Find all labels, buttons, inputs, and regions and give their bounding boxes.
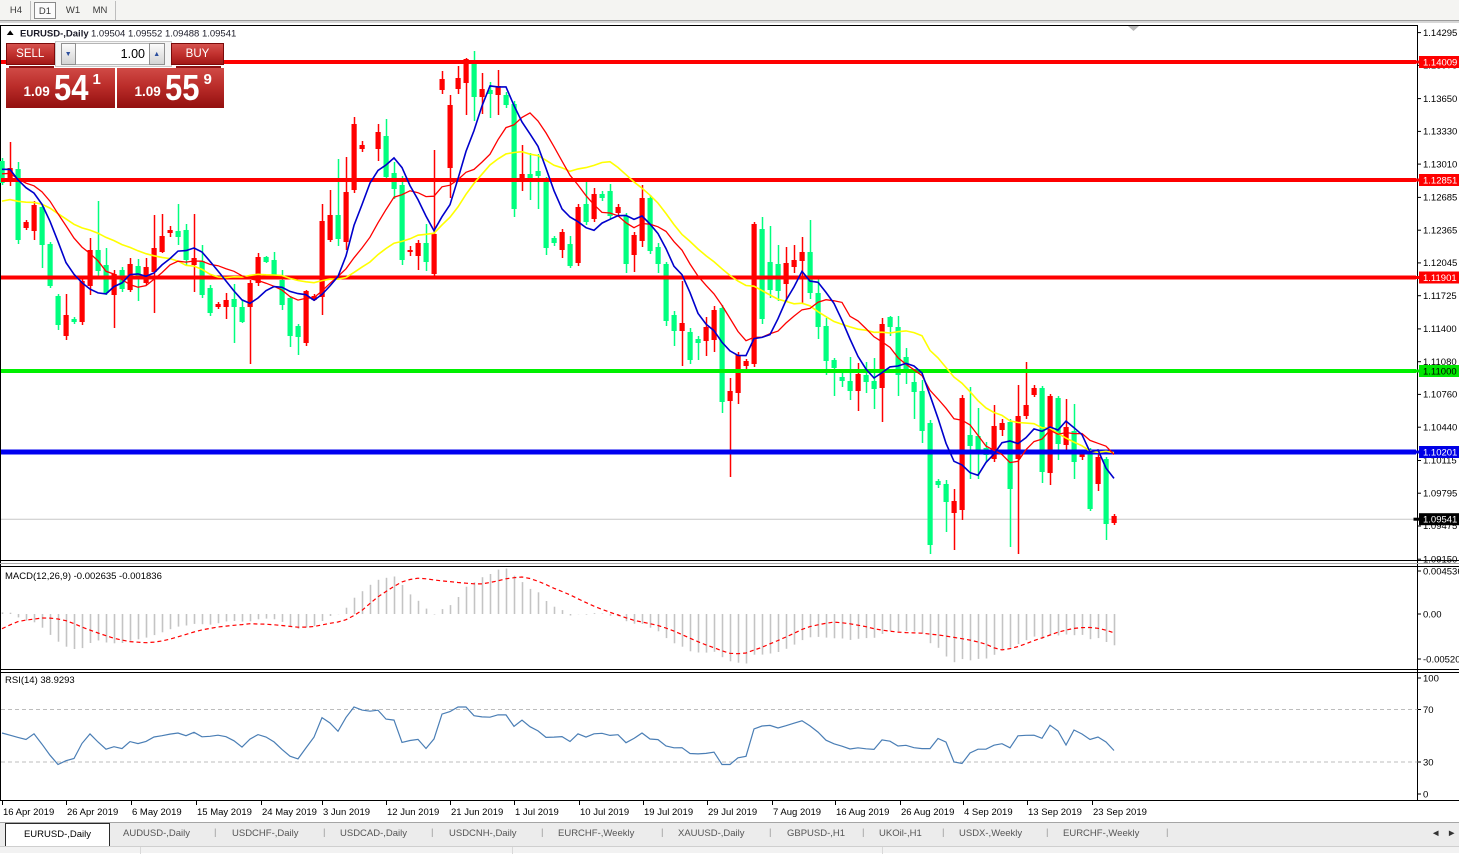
svg-text:-0.00520: -0.00520: [1423, 655, 1459, 666]
svg-text:1.09504 1.09552 1.09488 1.0954: 1.09504 1.09552 1.09488 1.09541: [91, 29, 236, 40]
svg-text:0.00: 0.00: [1423, 610, 1442, 621]
svg-text:26 Aug 2019: 26 Aug 2019: [901, 807, 954, 818]
svg-text:1.13010: 1.13010: [1423, 159, 1457, 170]
svg-text:10 Jul 2019: 10 Jul 2019: [580, 807, 629, 818]
svg-text:4 Sep 2019: 4 Sep 2019: [964, 807, 1013, 818]
svg-text:19 Jul 2019: 19 Jul 2019: [644, 807, 693, 818]
svg-text:1.11725: 1.11725: [1423, 291, 1457, 302]
svg-text:1.09150: 1.09150: [1423, 554, 1457, 565]
svg-text:1.10201: 1.10201: [1423, 447, 1457, 458]
svg-text:1.11080: 1.11080: [1423, 357, 1457, 368]
svg-text:1.11400: 1.11400: [1423, 324, 1457, 335]
svg-text:1.11901: 1.11901: [1423, 273, 1457, 284]
svg-text:16 Aug 2019: 16 Aug 2019: [836, 807, 889, 818]
svg-text:100: 100: [1423, 673, 1439, 684]
svg-text:1.09795: 1.09795: [1423, 488, 1457, 499]
svg-text:6 May 2019: 6 May 2019: [132, 807, 182, 818]
svg-text:7 Aug 2019: 7 Aug 2019: [773, 807, 821, 818]
svg-text:1.10115: 1.10115: [1423, 456, 1457, 467]
svg-text:1.10440: 1.10440: [1423, 422, 1457, 433]
svg-text:1.12045: 1.12045: [1423, 258, 1457, 269]
svg-text:0.004536: 0.004536: [1423, 567, 1459, 578]
svg-text:1.09475: 1.09475: [1423, 521, 1457, 532]
svg-text:29 Jul 2019: 29 Jul 2019: [708, 807, 757, 818]
svg-text:1.13650: 1.13650: [1423, 94, 1457, 105]
svg-text:1.12851: 1.12851: [1423, 175, 1457, 186]
svg-text:1.12685: 1.12685: [1423, 193, 1457, 204]
svg-text:23 Sep 2019: 23 Sep 2019: [1093, 807, 1147, 818]
svg-text:1.11000: 1.11000: [1423, 366, 1457, 377]
svg-text:RSI(14) 38.9293: RSI(14) 38.9293: [5, 675, 75, 686]
svg-text:MACD(12,26,9) -0.002635 -0.001: MACD(12,26,9) -0.002635 -0.001836: [5, 571, 162, 582]
svg-text:3 Jun 2019: 3 Jun 2019: [323, 807, 370, 818]
svg-text:1.09541: 1.09541: [1423, 515, 1457, 526]
svg-text:70: 70: [1423, 705, 1434, 716]
svg-text:30: 30: [1423, 757, 1434, 768]
svg-text:13 Sep 2019: 13 Sep 2019: [1028, 807, 1082, 818]
svg-text:1.13330: 1.13330: [1423, 127, 1457, 138]
svg-text:21 Jun 2019: 21 Jun 2019: [451, 807, 503, 818]
svg-text:1.12365: 1.12365: [1423, 225, 1457, 236]
svg-text:12 Jun 2019: 12 Jun 2019: [387, 807, 439, 818]
svg-text:15 May 2019: 15 May 2019: [197, 807, 252, 818]
svg-text:0: 0: [1423, 789, 1428, 800]
svg-text:1.14009: 1.14009: [1423, 57, 1457, 68]
svg-text:1 Jul 2019: 1 Jul 2019: [515, 807, 559, 818]
svg-text:1.14295: 1.14295: [1423, 28, 1457, 39]
svg-text:EURUSD-,Daily: EURUSD-,Daily: [20, 29, 89, 40]
svg-text:16 Apr 2019: 16 Apr 2019: [3, 807, 54, 818]
svg-text:1.10760: 1.10760: [1423, 390, 1457, 401]
svg-text:26 Apr 2019: 26 Apr 2019: [67, 807, 118, 818]
svg-text:24 May 2019: 24 May 2019: [262, 807, 317, 818]
